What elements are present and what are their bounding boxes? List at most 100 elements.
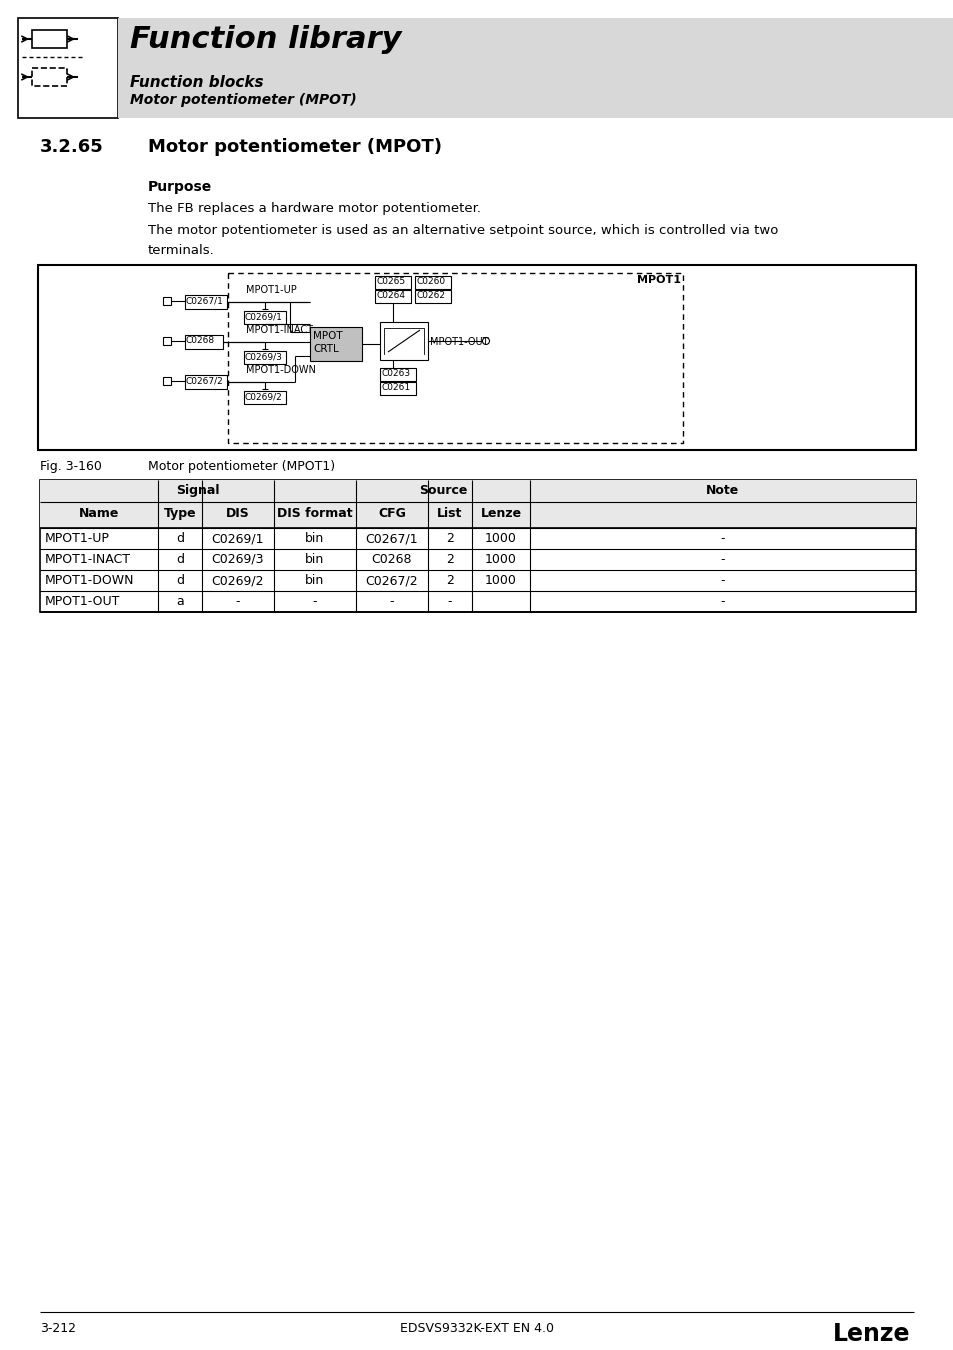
Text: C0263: C0263 [381, 369, 411, 378]
Text: -: - [313, 595, 317, 608]
Bar [18, 18, 118, 117]
Text: C0269/1: C0269/1 [245, 312, 283, 321]
Bar [163, 377, 171, 385]
Text: -: - [720, 532, 724, 545]
Text: 3.2.65: 3.2.65 [40, 138, 104, 157]
Text: -: - [720, 595, 724, 608]
Text: C0261: C0261 [381, 383, 411, 392]
Bar [118, 18, 953, 117]
Text: d: d [175, 554, 184, 566]
Text: C0264: C0264 [376, 292, 406, 300]
Bar [163, 338, 171, 346]
Text: bin: bin [305, 554, 324, 566]
Text: Lenze: Lenze [480, 508, 521, 520]
Text: a: a [176, 595, 184, 608]
Text: C0267/2: C0267/2 [186, 377, 224, 385]
Text: MPOT1: MPOT1 [637, 275, 680, 285]
Text: MPOT1-OUT: MPOT1-OUT [430, 338, 488, 347]
Text: EDSVS9332K-EXT EN 4.0: EDSVS9332K-EXT EN 4.0 [399, 1322, 554, 1335]
Text: Type: Type [164, 508, 196, 520]
Text: Function library: Function library [130, 26, 401, 54]
Bar [379, 323, 428, 360]
Text: DIS: DIS [226, 508, 250, 520]
Bar [38, 265, 915, 450]
Bar [244, 310, 286, 324]
Text: List: List [436, 508, 462, 520]
Bar [185, 375, 227, 389]
Bar [375, 290, 411, 302]
Text: d: d [175, 574, 184, 587]
Text: MPOT1-DOWN: MPOT1-DOWN [246, 364, 315, 375]
Text: Motor potentiometer (MPOT): Motor potentiometer (MPOT) [130, 93, 356, 107]
Text: 3-212: 3-212 [40, 1322, 76, 1335]
Text: MPOT1-INACT: MPOT1-INACT [246, 325, 313, 335]
Text: MPOT1-UP: MPOT1-UP [45, 532, 110, 545]
Text: CRTL: CRTL [313, 344, 338, 354]
Text: C0265: C0265 [376, 277, 406, 286]
Text: Signal: Signal [176, 485, 219, 497]
Bar [228, 273, 682, 443]
Text: Lenze: Lenze [832, 1322, 909, 1346]
Text: C0269/1: C0269/1 [212, 532, 264, 545]
Text: 2: 2 [446, 532, 454, 545]
Text: C0269/2: C0269/2 [245, 392, 282, 401]
Text: Motor potentiometer (MPOT1): Motor potentiometer (MPOT1) [148, 460, 335, 472]
Text: The motor potentiometer is used as an alternative setpoint source, which is cont: The motor potentiometer is used as an al… [148, 224, 778, 238]
Text: d: d [175, 532, 184, 545]
Text: Fig. 3-160: Fig. 3-160 [40, 460, 102, 472]
Text: 2: 2 [446, 554, 454, 566]
Bar [355, 481, 530, 502]
Bar [415, 275, 451, 289]
Text: Source: Source [418, 485, 467, 497]
Text: 1000: 1000 [484, 532, 517, 545]
Text: 2: 2 [446, 574, 454, 587]
Bar [32, 68, 67, 86]
Text: C0267/2: C0267/2 [365, 574, 417, 587]
Text: Motor potentiometer (MPOT): Motor potentiometer (MPOT) [148, 138, 441, 157]
Bar [415, 290, 451, 302]
Bar [244, 392, 286, 404]
Bar [32, 30, 67, 49]
Text: C0268: C0268 [372, 554, 412, 566]
Text: MPOT: MPOT [313, 331, 342, 342]
Text: C0269/3: C0269/3 [212, 554, 264, 566]
Text: C0269/2: C0269/2 [212, 574, 264, 587]
Text: -: - [235, 595, 240, 608]
Text: bin: bin [305, 532, 324, 545]
Text: MPOT1-INACT: MPOT1-INACT [45, 554, 131, 566]
Bar [375, 275, 411, 289]
Text: Function blocks: Function blocks [130, 76, 263, 90]
Bar [185, 296, 227, 309]
Text: -: - [720, 574, 724, 587]
Text: -: - [447, 595, 452, 608]
Text: MPOT1-OUT: MPOT1-OUT [45, 595, 120, 608]
Text: Name: Name [79, 508, 119, 520]
Text: C0268: C0268 [186, 336, 214, 346]
Text: -: - [390, 595, 394, 608]
Text: MPOT1-DOWN: MPOT1-DOWN [45, 574, 134, 587]
Bar [0, 0, 953, 18]
Bar [163, 297, 171, 305]
Text: C0267/1: C0267/1 [365, 532, 417, 545]
Bar [379, 382, 416, 396]
Text: MPOT1-UP: MPOT1-UP [246, 285, 296, 296]
Text: 1000: 1000 [484, 574, 517, 587]
Bar [40, 481, 355, 502]
Text: Purpose: Purpose [148, 180, 212, 194]
Text: Note: Note [705, 485, 739, 497]
Text: 1000: 1000 [484, 554, 517, 566]
Bar [244, 351, 286, 364]
Text: DIS format: DIS format [277, 508, 353, 520]
Bar [40, 502, 915, 528]
Text: The FB replaces a hardware motor potentiometer.: The FB replaces a hardware motor potenti… [148, 202, 480, 215]
Text: C0269/3: C0269/3 [245, 352, 283, 360]
Circle shape [482, 338, 489, 344]
Text: C0260: C0260 [416, 277, 446, 286]
Text: C0262: C0262 [416, 292, 446, 300]
Bar [310, 327, 361, 360]
Bar [185, 335, 223, 350]
Bar [530, 481, 915, 502]
Bar [379, 369, 416, 381]
Bar [40, 481, 915, 612]
Text: bin: bin [305, 574, 324, 587]
